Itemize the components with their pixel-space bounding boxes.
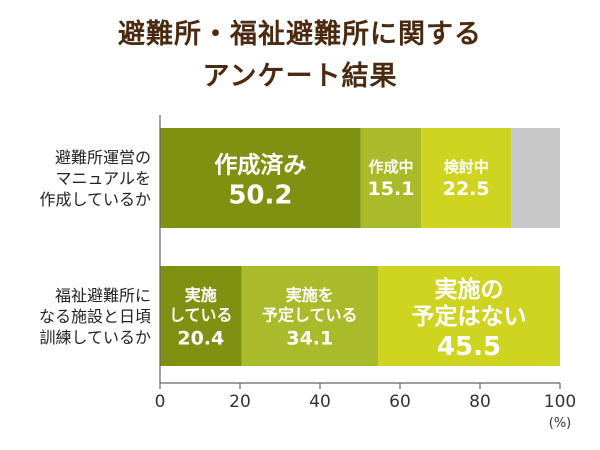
x-tick-label: 80 [469, 392, 491, 412]
bar-segment [378, 266, 560, 366]
category-label: 作成しているか [39, 190, 151, 209]
data-label: 45.5 [437, 332, 501, 362]
data-label: 50.2 [228, 181, 292, 211]
x-tick-label: 100 [544, 392, 576, 412]
segment-label: 予定はない [412, 303, 527, 330]
segment-label: 実施の [435, 276, 504, 303]
data-label: 22.5 [443, 178, 490, 200]
segment-label: 検討中 [444, 158, 489, 176]
chart-title-line-1: 避難所・福祉避難所に関する [118, 19, 482, 50]
category-label: 福祉避難所に [55, 286, 151, 305]
segment-label: 実施を [286, 286, 334, 305]
x-tick-label: 40 [309, 392, 331, 412]
bar-segment [421, 128, 512, 228]
chart-title-line-2: アンケート結果 [202, 61, 398, 92]
segment-label: 実施 [185, 286, 217, 305]
x-axis-unit: (%) [549, 416, 572, 431]
bar-segment [160, 128, 361, 228]
x-tick-label: 0 [155, 392, 166, 412]
bar-segment [160, 266, 242, 366]
category-label: 訓練しているか [39, 328, 151, 347]
data-label: 34.1 [286, 328, 333, 350]
bar-segment [241, 266, 378, 366]
x-tick-label: 60 [389, 392, 411, 412]
x-tick-label: 20 [229, 392, 251, 412]
segment-label: 予定している [262, 306, 358, 325]
data-label: 15.1 [368, 178, 415, 200]
segment-label: 作成中 [368, 158, 413, 176]
bar-segment [360, 128, 422, 228]
segment-label: 作成済み [214, 152, 306, 179]
bar-segment [511, 128, 560, 228]
category-label: マニュアルを [55, 169, 151, 188]
category-label: なる施設と日頃 [39, 307, 151, 326]
data-label: 20.4 [177, 328, 224, 350]
category-label: 避難所運営の [55, 148, 151, 167]
segment-label: している [169, 306, 233, 325]
